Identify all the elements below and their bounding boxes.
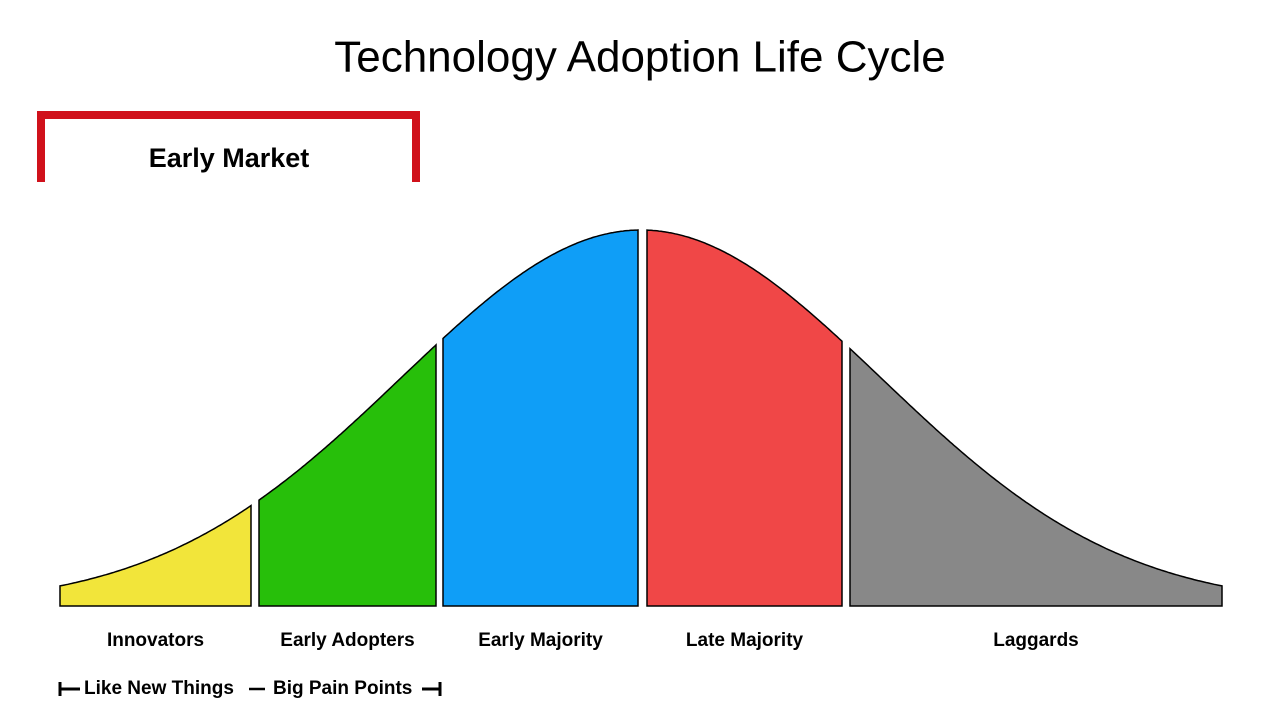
early-market-bracket <box>37 111 420 182</box>
title: Technology Adoption Life Cycle <box>334 33 946 82</box>
curve-segment <box>646 229 843 607</box>
segment-label: Laggards <box>993 630 1079 651</box>
annotation: Like New Things Big Pain Points <box>58 678 442 699</box>
bell-curve <box>59 229 1223 607</box>
segment-label: Early Majority <box>478 630 603 651</box>
segment-label: Late Majority <box>686 630 804 651</box>
curve-segment <box>59 504 252 607</box>
curve-segment <box>258 343 437 607</box>
segment-label: Early Adopters <box>280 630 414 651</box>
curve-segment <box>442 229 639 607</box>
segment-label: Innovators <box>107 630 204 651</box>
bracket-label: Early Market <box>149 143 310 173</box>
annotation-left: Like New Things <box>84 678 234 699</box>
annotation-right: Big Pain Points <box>273 678 412 699</box>
curve-segment <box>849 347 1223 607</box>
